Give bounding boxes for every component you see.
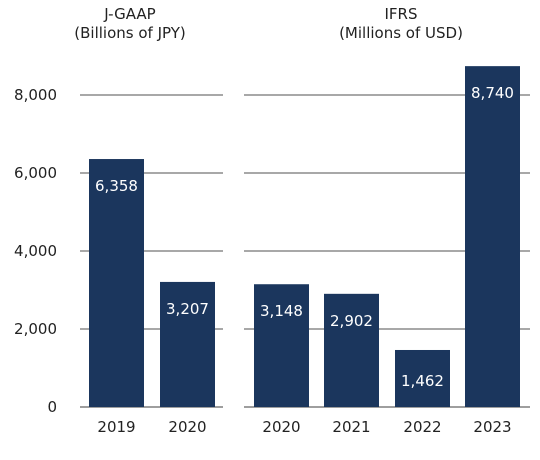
x-tick-label: 2022 xyxy=(403,418,441,436)
bar-value-label: 6,358 xyxy=(95,177,138,195)
y-tick-label: 6,000 xyxy=(14,164,57,182)
bars: 3,148 2,902 1,462 8,740 xyxy=(254,66,520,407)
x-axis-ticks: 2019 2020 xyxy=(97,418,206,436)
bar xyxy=(89,159,144,407)
x-tick-label: 2021 xyxy=(332,418,370,436)
panel-jgaap: J-GAAP (Billions of JPY) 0 2,000 4,000 6,00… xyxy=(14,5,223,436)
panel-jgaap-title: J-GAAP xyxy=(103,5,155,23)
bar xyxy=(324,293,379,407)
bar xyxy=(395,349,450,407)
bar-value-label: 8,740 xyxy=(471,84,514,102)
panel-ifrs: IFRS (Millions of USD) 3,148 2,902 1,462 8,… xyxy=(244,5,530,436)
y-tick-label: 2,000 xyxy=(14,320,57,338)
bar-value-label: 1,462 xyxy=(401,372,444,390)
x-tick-label: 2020 xyxy=(168,418,206,436)
bars: 6,358 3,207 xyxy=(89,159,215,407)
bar xyxy=(160,281,215,407)
bar-value-label: 2,902 xyxy=(330,312,373,330)
x-tick-label: 2020 xyxy=(262,418,300,436)
panel-ifrs-title: IFRS xyxy=(385,5,418,23)
x-axis-ticks: 2020 2021 2022 2023 xyxy=(262,418,511,436)
bar-value-label: 3,148 xyxy=(260,302,303,320)
y-tick-label: 4,000 xyxy=(14,242,57,260)
y-tick-label: 0 xyxy=(47,398,57,416)
bar xyxy=(254,284,309,407)
y-tick-label: 8,000 xyxy=(14,86,57,104)
y-axis-ticks: 0 2,000 4,000 6,000 8,000 xyxy=(14,86,57,416)
panel-ifrs-subtitle: (Millions of USD) xyxy=(339,24,463,42)
x-tick-label: 2023 xyxy=(473,418,511,436)
panel-jgaap-subtitle: (Billions of JPY) xyxy=(74,24,185,42)
bar-value-label: 3,207 xyxy=(166,300,209,318)
bar xyxy=(465,66,520,407)
x-tick-label: 2019 xyxy=(97,418,135,436)
